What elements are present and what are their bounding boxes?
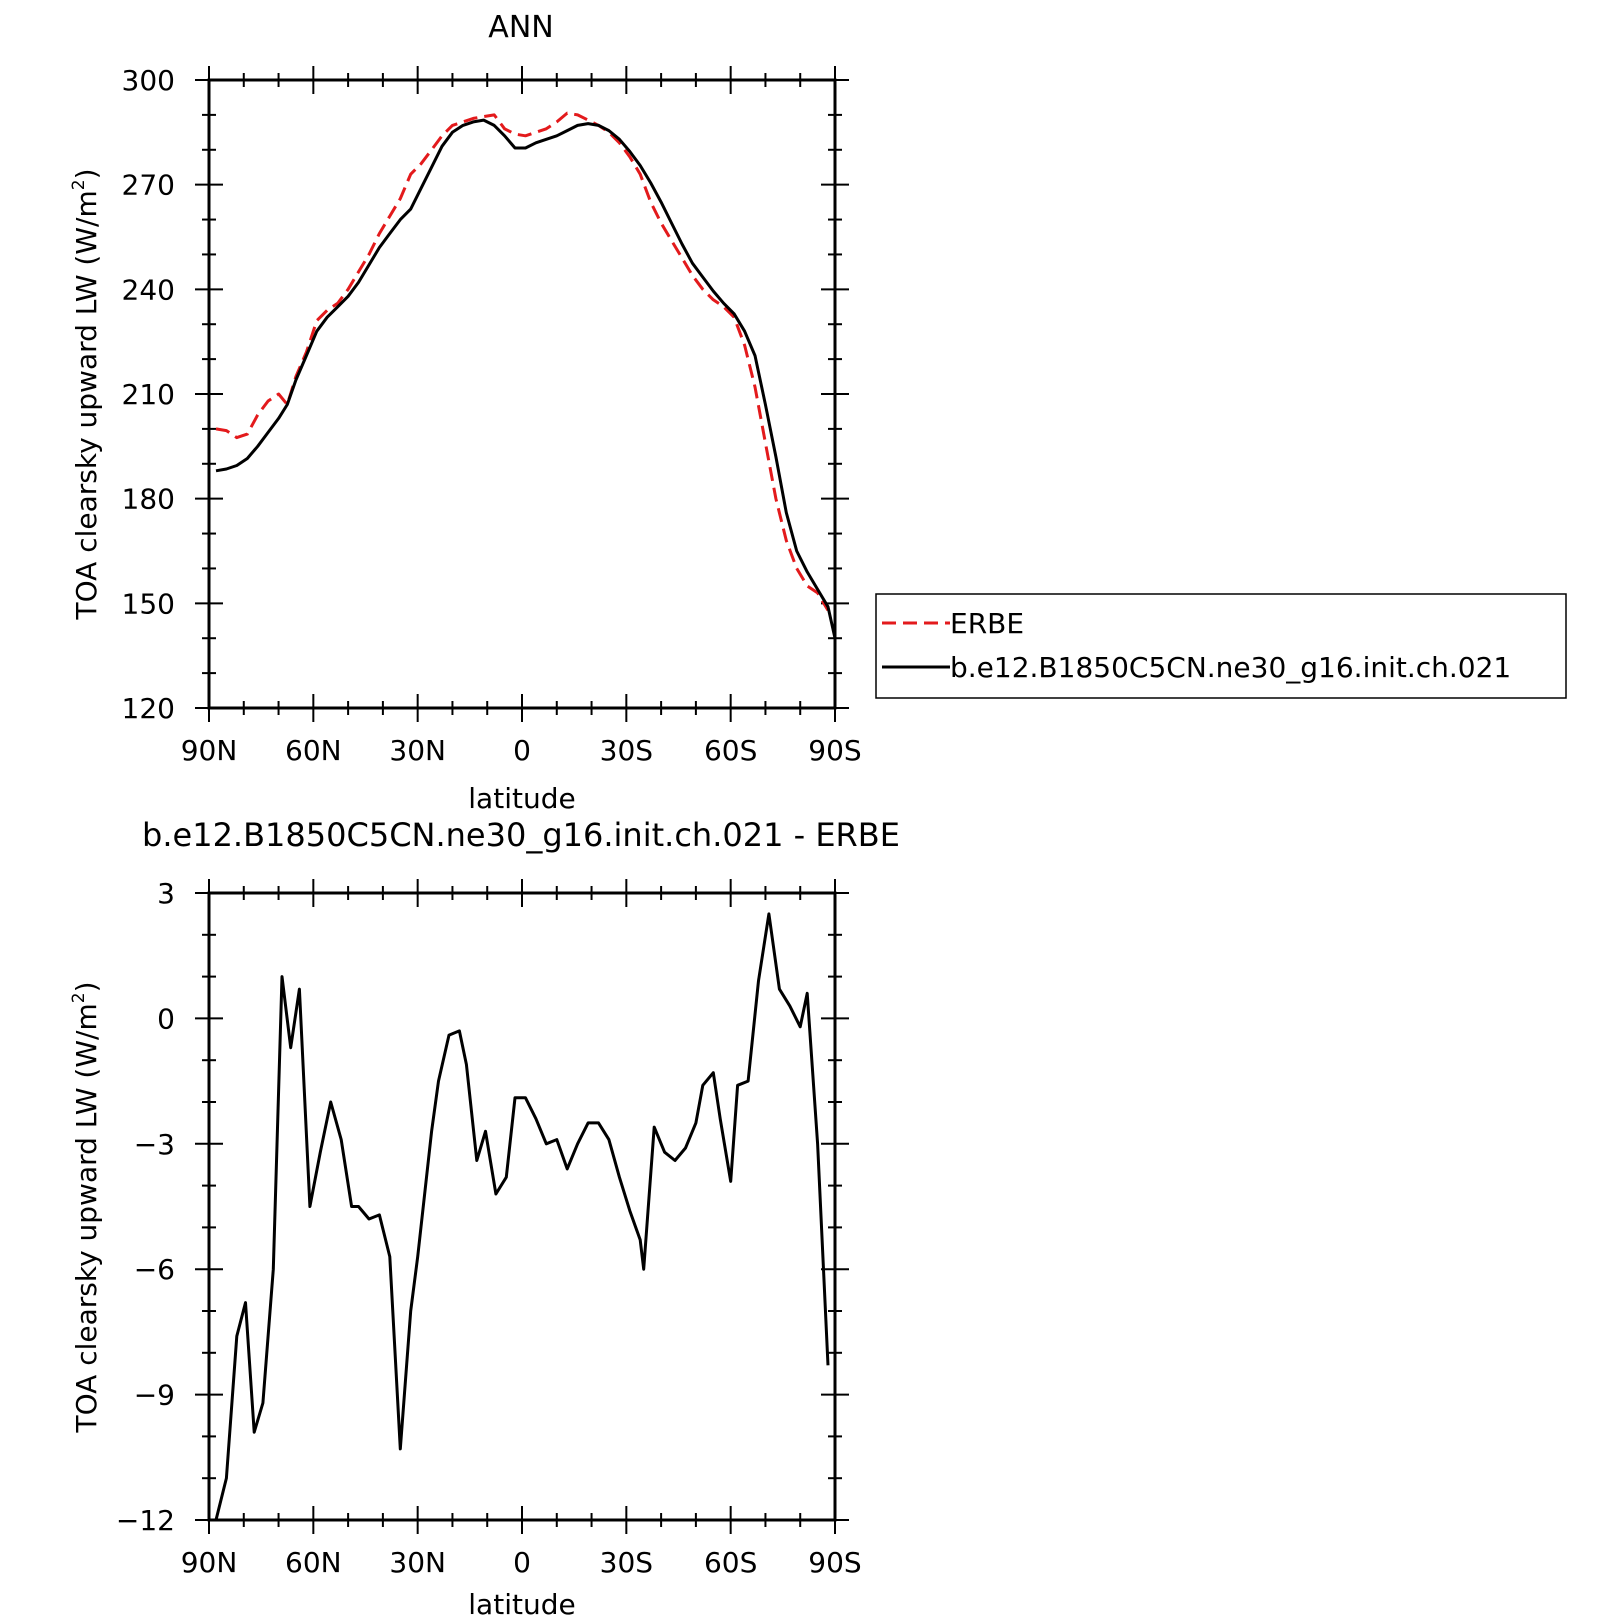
bottom-x-tick-labels: 90N 60N 30N 0 30S 60S 90S	[181, 1546, 862, 1579]
top-tick-marks	[195, 66, 849, 722]
legend-box	[875, 593, 1567, 699]
bottom-y-tick-label: 0	[157, 1002, 175, 1035]
bottom-series-line-0	[214, 912, 830, 1521]
legend-label-model: b.e12.B1850C5CN.ne30_g16.init.ch.021	[950, 651, 1511, 684]
top-y-tick-label: 150	[122, 587, 175, 620]
top-x-tick-labels: 90N 60N 30N 0 30S 60S 90S	[181, 734, 862, 767]
bottom-x-tick-label: 60N	[285, 1546, 342, 1579]
bottom-y-axis-label-close: )	[70, 981, 103, 992]
bottom-y-tick-label: −12	[116, 1504, 175, 1537]
bottom-x-axis-label: latitude	[468, 1588, 575, 1619]
bottom-y-tick-label: −6	[134, 1253, 175, 1286]
bottom-y-axis-label-main: TOA clearsky upward LW (W/m	[70, 1003, 103, 1433]
top-chart-title: ANN	[488, 10, 553, 45]
top-y-tick-labels: 120 150 180 210 240 270 300	[122, 64, 175, 725]
bottom-x-tick-label: 30N	[389, 1546, 446, 1579]
top-y-tick-label: 180	[122, 483, 175, 516]
top-y-axis-label-sup: 2	[69, 179, 89, 190]
bottom-chart-title: b.e12.B1850C5CN.ne30_g16.init.ch.021 - E…	[142, 816, 900, 854]
bottom-series-lines	[214, 912, 830, 1521]
bottom-y-axis-label: TOA clearsky upward LW (W/m2)	[69, 981, 103, 1433]
top-x-tick-label: 0	[513, 734, 531, 767]
bottom-x-tick-label: 90N	[181, 1546, 238, 1579]
top-x-tick-label: 90S	[808, 734, 861, 767]
bottom-y-tick-labels: −12 −9 −6 −3 0 3	[116, 877, 175, 1537]
top-y-tick-label: 300	[122, 64, 175, 97]
bottom-y-tick-label: −3	[134, 1128, 175, 1161]
bottom-y-axis-label-sup: 2	[69, 992, 89, 1003]
top-x-tick-label: 30S	[600, 734, 653, 767]
top-y-axis-label: TOA clearsky upward LW (W/m2)	[69, 168, 103, 620]
top-y-tick-label: 240	[122, 273, 175, 306]
top-x-tick-label: 30N	[389, 734, 446, 767]
top-y-axis-label-close: )	[70, 168, 103, 179]
bottom-x-tick-label: 90S	[808, 1546, 861, 1579]
top-x-tick-label: 90N	[181, 734, 238, 767]
top-series-line-1	[215, 118, 837, 639]
top-series-line-0	[215, 111, 830, 612]
bottom-y-tick-label: 3	[157, 877, 175, 910]
top-x-tick-label: 60S	[704, 734, 757, 767]
top-plot-frame	[207, 78, 837, 710]
top-x-axis-label: latitude	[468, 782, 575, 815]
bottom-y-tick-label: −9	[134, 1379, 175, 1412]
bottom-tick-marks	[195, 879, 849, 1534]
top-y-tick-label: 210	[122, 378, 175, 411]
bottom-x-tick-label: 30S	[600, 1546, 653, 1579]
top-y-tick-label: 120	[122, 692, 175, 725]
bottom-plot-frame	[207, 891, 837, 1522]
top-y-axis-label-main: TOA clearsky upward LW (W/m	[70, 190, 103, 620]
top-x-tick-label: 60N	[285, 734, 342, 767]
top-y-tick-label: 270	[122, 169, 175, 202]
top-series-lines	[215, 111, 837, 639]
bottom-x-tick-label: 0	[513, 1546, 531, 1579]
top-panel: ANN 90N 60N 30N 0 30S 60S 90S 120 150 180 210 240 2…	[69, 10, 1567, 815]
legend: ERBE b.e12.B1850C5CN.ne30_g16.init.ch.02…	[875, 593, 1567, 699]
legend-label-erbe: ERBE	[950, 607, 1024, 640]
bottom-x-tick-label: 60S	[704, 1546, 757, 1579]
bottom-panel: b.e12.B1850C5CN.ne30_g16.init.ch.021 - E…	[69, 816, 900, 1619]
